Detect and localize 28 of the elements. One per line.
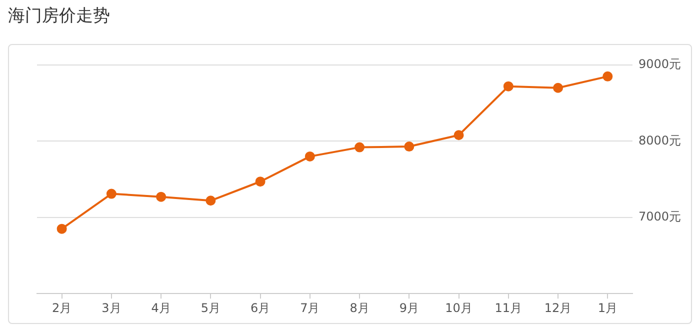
x-tick-label: 11月 [494,300,522,315]
x-tick-label: 7月 [300,300,320,315]
point [156,192,166,202]
x-tick-label: 2月 [52,300,72,315]
x-tick-label: 3月 [102,300,122,315]
point [503,81,514,92]
x-tick-label: 6月 [250,300,270,315]
chart-title: 海门房价走势 [8,5,110,27]
x-tick-label: 4月 [151,300,171,315]
point [106,188,116,199]
point [304,151,315,162]
x-tick-label: 10月 [445,300,472,315]
point [354,142,365,152]
x-tick-label: 5月 [200,300,220,315]
x-tick-label: 1月 [598,300,618,315]
point [206,196,216,206]
y-tick-label: 9000元 [638,57,682,72]
point [255,176,266,187]
point [454,130,464,140]
point [404,142,414,152]
y-tick-label: 7000元 [638,210,682,224]
x-tick-label: 12月 [544,300,572,315]
point [56,224,67,234]
y-tick-label: 8000元 [638,133,682,148]
point [602,71,613,82]
point [553,82,564,93]
x-tick-label: 9月 [399,300,419,315]
x-tick-label: 8月 [350,300,370,315]
